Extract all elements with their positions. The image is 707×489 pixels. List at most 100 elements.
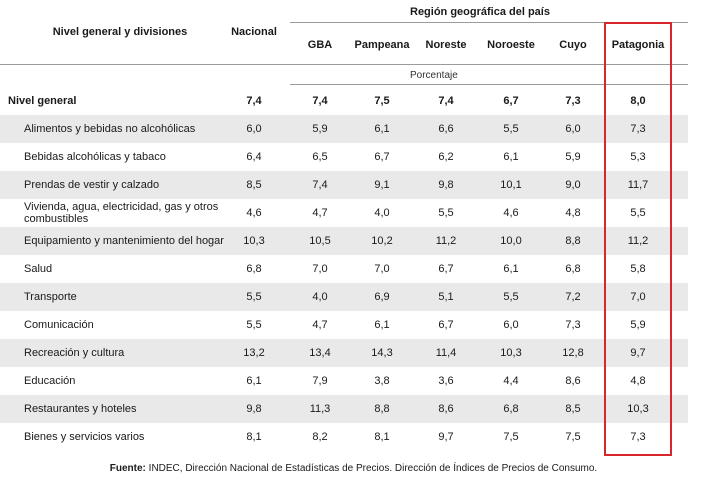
value-cell: 7,2 [565, 291, 581, 303]
value-cell: 9,0 [565, 179, 581, 191]
source-note: Fuente: INDEC, Dirección Nacional de Est… [0, 463, 707, 474]
col-header-noreste: Noreste [425, 39, 467, 51]
table-row: Recreación y cultura 13,2 13,4 14,3 11,4 10,3… [0, 339, 688, 367]
table-row: Salud 6,8 7,0 7,0 6,7 6,1 6,8 5,8 [0, 255, 688, 283]
row-label: Restaurantes y hoteles [24, 403, 137, 415]
value-cell: 5,5 [630, 207, 646, 219]
value-cell: 6,0 [503, 319, 519, 331]
value-cell: 5,1 [438, 291, 454, 303]
row-label: Transporte [24, 291, 77, 303]
value-cell: 9,8 [438, 179, 454, 191]
value-cell: 5,5 [246, 319, 262, 331]
table-row: Restaurantes y hoteles 9,8 11,3 8,8 8,6 6,8 8,… [0, 395, 688, 423]
value-cell: 7,5 [565, 431, 581, 443]
value-cell: 6,2 [438, 151, 454, 163]
value-cell: 14,3 [371, 347, 393, 359]
value-cell: 10,0 [500, 235, 522, 247]
value-cell: 6,1 [503, 263, 519, 275]
value-cell: 8,5 [246, 179, 262, 191]
value-cell: 6,9 [374, 291, 390, 303]
col-header-label: Nivel general y divisiones [52, 26, 188, 38]
value-cell: 11,7 [627, 179, 649, 191]
row-label: Salud [24, 263, 53, 275]
units-divider [290, 84, 688, 85]
value-cell: 6,1 [246, 375, 262, 387]
value-cell: 7,4 [438, 95, 454, 107]
value-cell: 6,8 [565, 263, 581, 275]
value-cell: 6,0 [246, 123, 262, 135]
value-cell: 7,5 [503, 431, 519, 443]
value-cell: 4,7 [312, 207, 328, 219]
value-cell: 12,8 [562, 347, 584, 359]
value-cell: 6,7 [374, 151, 390, 163]
value-cell: 10,2 [371, 235, 393, 247]
value-cell: 7,3 [630, 431, 646, 443]
value-cell: 8,8 [565, 235, 581, 247]
value-cell: 7,4 [246, 95, 262, 107]
row-label: Comunicación [24, 319, 94, 331]
value-cell: 7,3 [565, 319, 581, 331]
value-cell: 6,7 [503, 95, 519, 107]
table-row: Comunicación 5,5 4,7 6,1 6,7 6,0 7,3 5,9 [0, 311, 688, 339]
value-cell: 5,9 [312, 123, 328, 135]
value-cell: 6,1 [503, 151, 519, 163]
value-cell: 7,5 [374, 95, 390, 107]
value-cell: 4,8 [630, 375, 646, 387]
header-divider [0, 64, 688, 65]
value-cell: 7,4 [312, 95, 328, 107]
value-cell: 4,0 [374, 207, 390, 219]
value-cell: 13,4 [309, 347, 331, 359]
value-cell: 6,7 [438, 263, 454, 275]
value-cell: 5,5 [503, 291, 519, 303]
value-cell: 4,0 [312, 291, 328, 303]
value-cell: 6,1 [374, 123, 390, 135]
value-cell: 4,6 [246, 207, 262, 219]
col-header-nacional: Nacional [231, 26, 277, 38]
row-label: Bienes y servicios varios [24, 431, 145, 443]
value-cell: 5,5 [503, 123, 519, 135]
value-cell: 10,1 [500, 179, 522, 191]
row-label: Equipamiento y mantenimiento del hogar [24, 235, 224, 247]
value-cell: 8,1 [374, 431, 390, 443]
value-cell: 8,2 [312, 431, 328, 443]
source-text: INDEC, Dirección Nacional de Estadística… [145, 463, 598, 474]
value-cell: 6,0 [565, 123, 581, 135]
value-cell: 6,1 [374, 319, 390, 331]
value-cell: 5,5 [246, 291, 262, 303]
row-label: Vivienda, agua, electricidad, gas y otro… [24, 201, 219, 225]
value-cell: 11,4 [435, 347, 457, 359]
value-cell: 10,3 [627, 403, 649, 415]
value-cell: 7,3 [565, 95, 581, 107]
row-label: Prendas de vestir y calzado [24, 179, 160, 191]
table-row: Equipamiento y mantenimiento del hogar 10… [0, 227, 688, 255]
value-cell: 8,6 [438, 403, 454, 415]
value-cell: 10,3 [243, 235, 265, 247]
region-group-divider [290, 22, 688, 23]
col-header-patagonia: Patagonia [611, 39, 665, 51]
value-cell: 8,1 [246, 431, 262, 443]
col-header-cuyo: Cuyo [559, 39, 587, 51]
table-row: Transporte 5,5 4,0 6,9 5,1 5,5 7,2 7,0 [0, 283, 688, 311]
value-cell: 8,0 [630, 95, 646, 107]
value-cell: 6,8 [503, 403, 519, 415]
value-cell: 3,6 [438, 375, 454, 387]
row-label: Educación [24, 375, 76, 387]
value-cell: 5,9 [630, 319, 646, 331]
value-cell: 8,5 [565, 403, 581, 415]
col-header-gba: GBA [307, 39, 333, 51]
value-cell: 11,2 [435, 235, 457, 247]
row-label: Alimentos y bebidas no alcohólicas [24, 123, 196, 135]
value-cell: 7,0 [374, 263, 390, 275]
value-cell: 8,6 [565, 375, 581, 387]
col-header-noroeste: Noroeste [487, 39, 535, 51]
value-cell: 6,8 [246, 263, 262, 275]
value-cell: 4,6 [503, 207, 519, 219]
region-group-header: Región geográfica del país [410, 6, 550, 18]
value-cell: 9,1 [374, 179, 390, 191]
table-row: Bienes y servicios varios 8,1 8,2 8,1 9,7 7,5… [0, 423, 688, 451]
value-cell: 7,9 [312, 375, 328, 387]
table-row: Nivel general 7,4 7,4 7,5 7,4 6,7 7,3 8,0 [0, 87, 688, 115]
value-cell: 11,3 [309, 403, 331, 415]
value-cell: 9,7 [630, 347, 646, 359]
value-cell: 6,7 [438, 319, 454, 331]
